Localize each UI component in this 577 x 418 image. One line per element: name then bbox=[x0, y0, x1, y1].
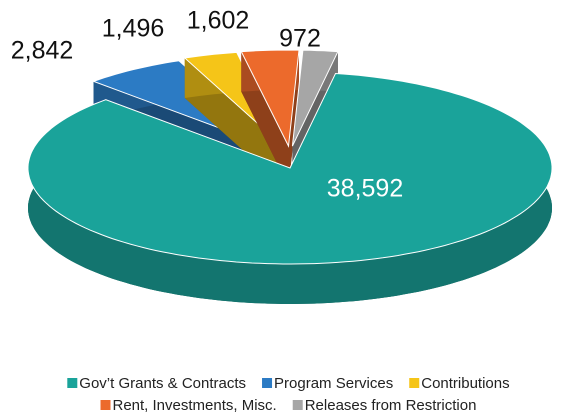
legend-label: Contributions bbox=[421, 375, 509, 392]
legend-row: Gov’t Grants & Contracts Program Services… bbox=[67, 375, 510, 392]
value-label: 1,602 bbox=[187, 7, 250, 35]
slice-top bbox=[291, 49, 339, 147]
value-label: 38,592 bbox=[327, 175, 403, 203]
value-label: 2,842 bbox=[11, 37, 74, 65]
legend-label: Releases from Restriction bbox=[305, 397, 477, 414]
slice bbox=[27, 72, 553, 304]
value-label: 1,496 bbox=[102, 15, 165, 43]
legend-label: Program Services bbox=[274, 375, 393, 392]
slice-top bbox=[27, 72, 553, 265]
legend-swatch bbox=[100, 400, 111, 410]
legend-label: Rent, Investments, Misc. bbox=[113, 397, 277, 414]
legend-swatch bbox=[262, 378, 273, 388]
slice-top bbox=[240, 49, 300, 148]
legend-swatch bbox=[292, 400, 303, 410]
legend-row: Rent, Investments, Misc. Releases from Re… bbox=[100, 397, 477, 414]
legend-swatch bbox=[67, 378, 78, 388]
value-label: 972 bbox=[279, 25, 321, 53]
legend-label: Gov’t Grants & Contracts bbox=[79, 375, 246, 392]
slice bbox=[240, 49, 300, 187]
legend-swatch bbox=[409, 378, 420, 388]
